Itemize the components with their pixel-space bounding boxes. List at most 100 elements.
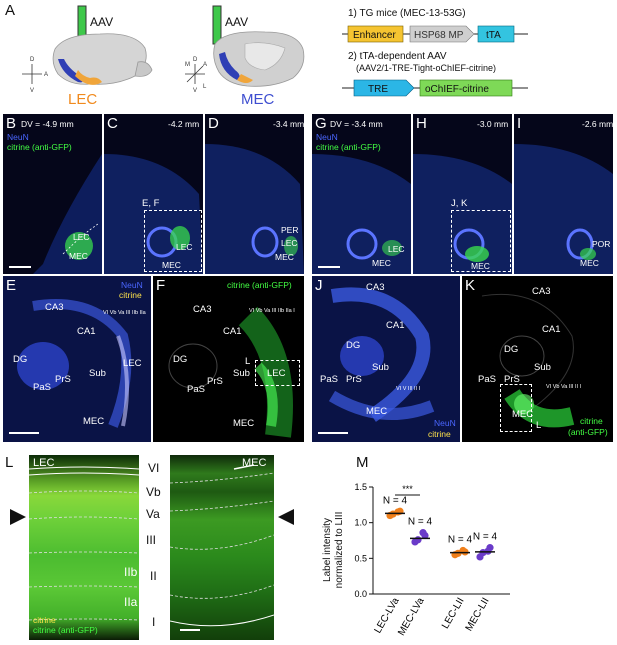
stain-citrine-k: citrine: [580, 416, 603, 426]
layer-boundaries-right: [170, 464, 274, 627]
region-sub-e: Sub: [89, 368, 106, 379]
panel-label-h: H: [416, 115, 427, 132]
inset-box-k: [500, 384, 532, 432]
region-dg-k: DG: [504, 344, 519, 355]
stain-citrine-f: citrine (anti-GFP): [227, 280, 292, 290]
region-pas-k: PaS: [478, 374, 496, 385]
scale-bar-e: [9, 432, 39, 434]
ochief-label: oChIEF-citrine: [425, 84, 489, 95]
data-point: [394, 508, 402, 516]
y-axis-label-1: Label intensity: [322, 518, 333, 582]
section-f-image: [168, 306, 293, 438]
inset-label-ef: E, F: [142, 198, 160, 209]
tta-box: [477, 25, 515, 43]
region-prs-e: PrS: [55, 374, 71, 385]
scale-bar-j: [318, 432, 348, 434]
section-k-image: [481, 293, 575, 428]
region-por-i: POR: [592, 239, 611, 249]
region-mec-e: MEC: [83, 416, 105, 427]
region-lec-e: LEC: [123, 358, 142, 369]
layers-k: VI Vb Va III II I: [546, 384, 582, 390]
virus-label-left: AAV: [90, 15, 113, 29]
enhancer-label: Enhancer: [353, 30, 396, 41]
axis-d-right: D: [193, 57, 198, 63]
axis-a-left: A: [44, 72, 48, 78]
section-h-image: [413, 154, 512, 274]
region-mec-j: MEC: [366, 406, 388, 417]
axis-d-left: D: [30, 57, 35, 63]
axis-l-right: L: [203, 84, 207, 90]
layer-labels: VI Vb Va III IIb II IIa I: [124, 455, 170, 640]
layer-boundaries-left: [29, 466, 139, 621]
region-sub-j: Sub: [372, 362, 389, 373]
panel-label-m: M: [356, 454, 369, 471]
inset-label-k: L: [536, 420, 542, 431]
panel-a: A D V P A AAV LEC D M A V L AAV MEC: [0, 0, 617, 112]
region-prs-f: PrS: [207, 376, 223, 387]
layer-label-iii: III: [146, 533, 157, 547]
stain-neun-e: NeuN: [121, 280, 143, 290]
layer-label-ii: II: [150, 569, 157, 583]
panel-label-i: I: [517, 115, 522, 132]
construct-diagram: 1) TG mice (MEC-13-53G) Enhancer HSP68 M…: [342, 8, 528, 97]
section-d-image: [205, 144, 304, 274]
brain-diagram-caudal: D M A V L AAV MEC: [185, 5, 305, 108]
chart-m: Label intensity normalized to LIII 0.0 0.…: [322, 482, 510, 638]
construct2-title: 2) tTA-dependent AAV: [348, 51, 447, 62]
depth-c: -4.2 mm: [168, 119, 200, 129]
panel-b: B DV = -4.9 mm NeuN citrine (anti-GFP) L…: [3, 114, 102, 274]
layers-e: VI Vb Va III IIb IIa: [103, 310, 146, 316]
region-mec-g: MEC: [372, 258, 391, 268]
panel-label-l: L: [5, 454, 14, 471]
panel-k: K CA3 CA1 DG Sub PrS PaS MEC VI Vb Va II…: [462, 276, 613, 442]
region-prs-j: PrS: [346, 374, 362, 385]
axis-a-right: A: [203, 62, 207, 68]
y-tick-label: 0.0: [354, 589, 367, 599]
region-lec-f: LEC: [267, 368, 286, 379]
panel-label-k: K: [465, 277, 476, 294]
layer-label-vi: VI: [148, 461, 160, 475]
region-mec-h: MEC: [471, 261, 490, 271]
tta-label: tTA: [486, 30, 501, 41]
panel-l-left-image: LEC citrine citrine (anti-GFP): [29, 455, 139, 640]
stain-citrine-g: citrine (anti-GFP): [316, 142, 381, 152]
region-lec-c: LEC: [176, 242, 193, 252]
section-i-image: [514, 144, 613, 274]
data-point: [414, 536, 422, 544]
depth-i: -2.6 mm: [582, 119, 613, 129]
panel-d: D -3.4 mm PER LEC MEC: [205, 114, 304, 274]
stain-antigfp-k: (anti-GFP): [568, 427, 608, 437]
region-ca1-k: CA1: [542, 324, 561, 335]
panel-h: H -3.0 mm J, K MEC: [413, 114, 512, 274]
section-e-image: [3, 276, 151, 442]
layers-j: VI V III II I: [396, 386, 421, 392]
region-dg-f: DG: [173, 354, 188, 365]
syringe-right: [212, 5, 222, 45]
region-dg-j: DG: [346, 340, 361, 351]
arrowhead-left: [10, 509, 26, 525]
region-dg-e: DG: [13, 354, 28, 365]
panel-f: F citrine (anti-GFP) VI Vb Va III IIb II…: [153, 276, 304, 442]
section-j-image: [312, 276, 460, 442]
layer-label-va: Va: [146, 507, 160, 521]
y-tick-label: 1.5: [354, 482, 367, 492]
axis-v-right: V: [193, 88, 197, 94]
region-lec-b: LEC: [73, 232, 90, 242]
depth-d: -3.4 mm: [273, 119, 304, 129]
axis-m-right: M: [185, 62, 190, 68]
panel-label-a: A: [5, 2, 16, 19]
x-category-label: LEC-LII: [440, 596, 466, 631]
region-pas-j: PaS: [320, 374, 338, 385]
y-axis-label-2: normalized to LIII: [334, 512, 345, 589]
panel-m: M Label intensity normalized to LIII 0.0…: [310, 452, 610, 645]
panel-label-f: F: [156, 277, 166, 294]
n-label: N = 4: [383, 495, 408, 506]
inset-box-c: [144, 210, 202, 272]
region-mec-k: MEC: [512, 409, 534, 420]
depth-g: DV = -3.4 mm: [330, 119, 383, 129]
region-mec-f: MEC: [233, 418, 255, 429]
region-ca3-e: CA3: [45, 302, 64, 313]
y-tick-label: 0.5: [354, 553, 367, 563]
panel-label-c: C: [107, 115, 118, 132]
region-label-mec: MEC: [241, 91, 275, 108]
